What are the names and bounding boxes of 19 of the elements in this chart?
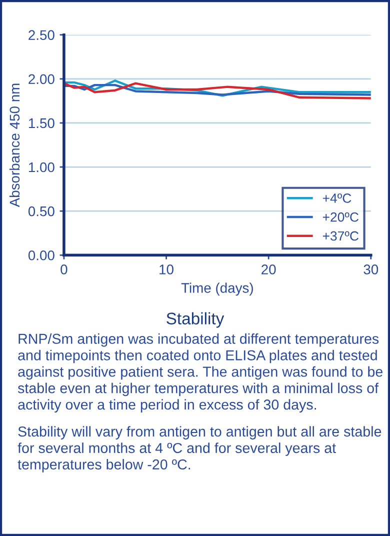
y-tick-label: 1.00	[28, 162, 54, 172]
x-tick-label: 30	[364, 264, 378, 274]
x-tick-label: 0	[60, 264, 68, 274]
y-tick-label: 0.50	[28, 206, 54, 216]
text: Stability will vary from antigen to antigen but all are stable for several months at 4 ºC and for several years at temperatures below -20 ºC.	[18, 426, 382, 472]
y-tick-label: 2.50	[28, 30, 54, 40]
y-tick-label: 0.00	[28, 250, 54, 260]
text: Stability	[166, 312, 224, 328]
x-axis-title: Time (days)	[181, 282, 253, 296]
text: RNP/Sm antigen was incubated at different temperatures and timepoints then coated onto ELISA plates and tested against positive patient sera. The antigen was found to be stable even at higher temperatures with a minimal loss of activity over a time period in excess of 30 days.	[18, 333, 382, 413]
x-tick-label: 10	[160, 264, 174, 274]
legend-label: +4ºC	[322, 194, 352, 203]
legend-label: +37ºC	[322, 231, 359, 241]
y-tick-label: 2.00	[28, 74, 54, 84]
line-series	[64, 84, 371, 96]
y-axis-title: Absorbance 450 nm	[9, 84, 20, 208]
x-tick-label: 20	[262, 264, 276, 274]
y-tick-label: 1.50	[28, 118, 54, 128]
legend-label: +20ºC	[322, 212, 359, 222]
